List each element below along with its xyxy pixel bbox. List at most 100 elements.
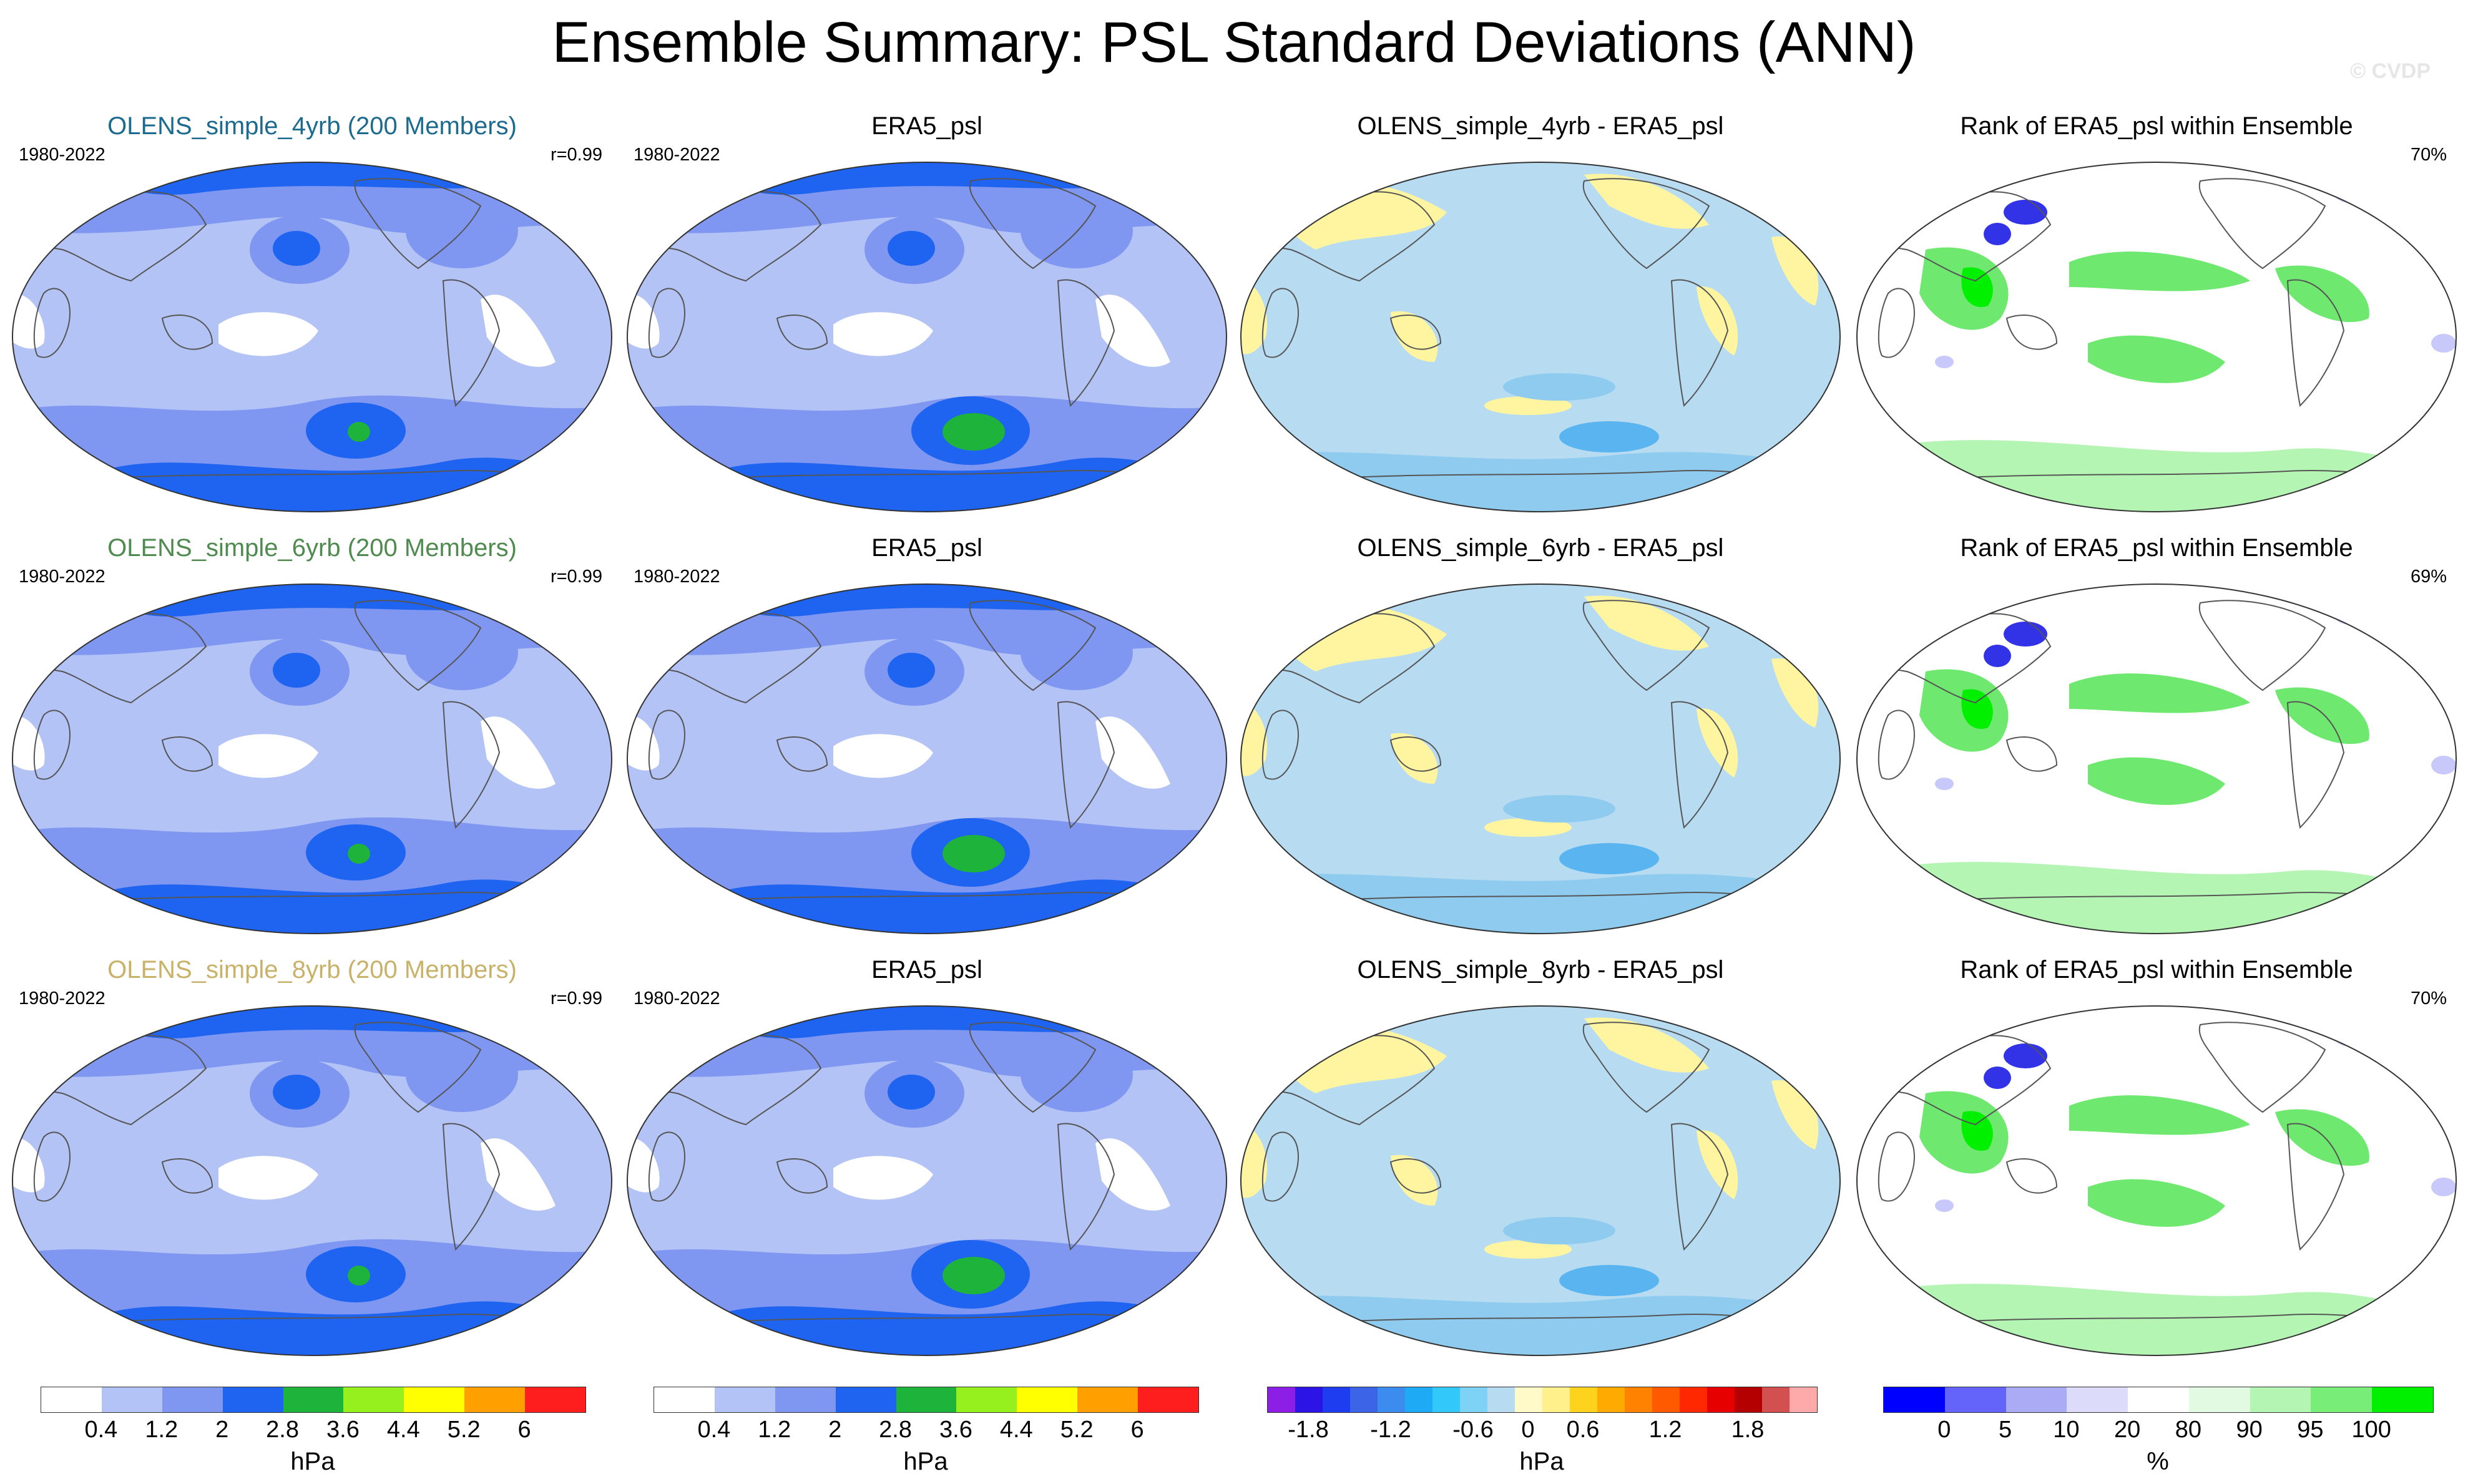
colorbar-tick-label: 3.6 [326,1417,360,1443]
diff-pacific-pos [1484,396,1572,415]
colorbar-swatch [525,1387,585,1412]
colorbar-tick-label: 2.8 [879,1417,912,1443]
rank-map [1856,162,2457,512]
panel-period: 1980-2022 [634,567,720,587]
rank-indian-top [1961,689,1993,729]
colorbar-swatches [1267,1387,1818,1413]
colorbar-tick-label: 1.2 [1648,1417,1682,1443]
pattern-correlation: r=0.99 [550,145,602,165]
colorbar-swatch [956,1387,1017,1412]
rank-low-blob-1 [2004,1043,2047,1068]
panel-rank-row2: Rank of ERA5_psl within Ensemble 69% [1851,534,2462,959]
panel-rank-row3: Rank of ERA5_psl within Ensemble 70% [1851,956,2462,1380]
sd-npac-core [888,1075,935,1110]
model-map [12,583,612,934]
colorbar-swatch [404,1387,465,1412]
colorbar-swatch [1762,1387,1790,1412]
colorbar-tick-label: 2.8 [266,1417,299,1443]
diff-pacific-pos [1484,818,1572,837]
colorbar-swatch [1542,1387,1570,1412]
colorbar-swatch [714,1387,775,1412]
colorbar-swatch [1378,1387,1405,1412]
colorbar-tick-label: 2 [215,1417,229,1443]
diff-south-neg [1503,1217,1615,1244]
rank-mid-blob-3 [2431,756,2456,774]
diff-samerica-pos [1697,708,1738,778]
colorbar-swatch [1405,1387,1432,1412]
map-border [627,583,1227,934]
colorbar-swatch [1432,1387,1460,1412]
colorbar-tick-label: 20 [2113,1417,2141,1443]
colorbar-unit: hPa [1519,1448,1564,1475]
sd-amundsen-core [943,835,1005,872]
sd-amundsen-core [943,413,1005,451]
sd-eq-low [833,734,933,778]
model-map [12,162,612,512]
colorbar-swatch [343,1387,404,1412]
colorbar-swatch [835,1387,896,1412]
rank-mid-blob-2 [1935,1199,1954,1212]
panel-period: 1980-2022 [19,989,105,1008]
rank-mid-blob-2 [1935,778,1954,790]
map-border [1240,583,1841,934]
rank-pacific-high [2069,1095,2250,1135]
rank-mid-blob-1 [2334,184,2366,203]
diff-namerica-pos [1584,1017,1709,1073]
colorbar-swatch [1487,1387,1515,1412]
colorbar-swatch [1707,1387,1735,1412]
diff-amundsen-neg [1559,843,1659,874]
panel-period: 1980-2022 [19,145,105,165]
colorbar-swatch [1017,1387,1078,1412]
diff-pacific-pos [1484,1240,1572,1259]
panel-title: ERA5_psl [871,112,982,140]
colorbar-swatches [654,1387,1199,1413]
colorbar-swatch [2067,1387,2128,1412]
colorbar-swatch [1077,1387,1138,1412]
diff-south-neg [1503,795,1615,823]
sd-samerica-low [481,1138,556,1211]
sd-npac-core [273,653,320,688]
panel-title: OLENS_simple_8yrb (200 Members) [107,956,517,984]
panel-period: 1980-2022 [19,567,105,587]
colorbar-tick-label: 1.2 [758,1417,791,1443]
colorbar-swatch [1625,1387,1652,1412]
sd-samerica-low [1095,1138,1170,1211]
rank-low-blob-2 [1984,1067,2011,1089]
map-border [627,1005,1227,1356]
rank-spacific-high [2088,1179,2225,1227]
diff-antarctic-neg [1241,874,1840,934]
panel-title: OLENS_simple_4yrb (200 Members) [107,112,517,140]
obs-map [627,162,1227,512]
panel-title: OLENS_simple_6yrb (200 Members) [107,534,517,562]
colorbar-swatches [41,1387,586,1413]
colorbar-unit: hPa [903,1448,948,1475]
colorbar-swatch [1790,1387,1817,1412]
colorbar-swatch [896,1387,957,1412]
colorbar-difference: -1.8 -1.2 -0.6 0 0.6 1.2 1.8 hPa [1267,1387,1818,1480]
diff-namerica-pos [1584,173,1709,229]
coastlines [1862,178,2438,487]
map-border [12,162,612,512]
sd-eq-low [218,734,318,778]
diff-amundsen-neg [1559,1265,1659,1296]
colorbar-tick-label: 0.4 [697,1417,731,1443]
colorbar-tick-label: 0.4 [84,1417,118,1443]
rank-low-blob-2 [1984,645,2011,667]
colorbar-tick-label: 95 [2297,1417,2324,1443]
copyright-watermark: © CVDP [2350,59,2431,83]
panel-title: Rank of ERA5_psl within Ensemble [1960,112,2353,140]
colorbar-tick-label: 4.4 [386,1417,420,1443]
rank-mid-blob-1 [2334,1028,2366,1047]
figure-title: Ensemble Summary: PSL Standard Deviation… [552,11,1916,74]
rank-percentage: 70% [2410,989,2447,1008]
colorbar-tick-label: 90 [2236,1417,2263,1443]
colorbar-swatch [1323,1387,1350,1412]
colorbar-swatch [1680,1387,1707,1412]
panel-period: 1980-2022 [634,145,720,165]
colorbar-swatch [2372,1387,2433,1412]
rank-spacific-high [2088,335,2225,383]
colorbar-swatch [2250,1387,2311,1412]
diff-amundsen-neg [1559,421,1659,452]
panel-period: 1980-2022 [634,989,720,1008]
colorbar-tick-label: 0.6 [1566,1417,1600,1443]
